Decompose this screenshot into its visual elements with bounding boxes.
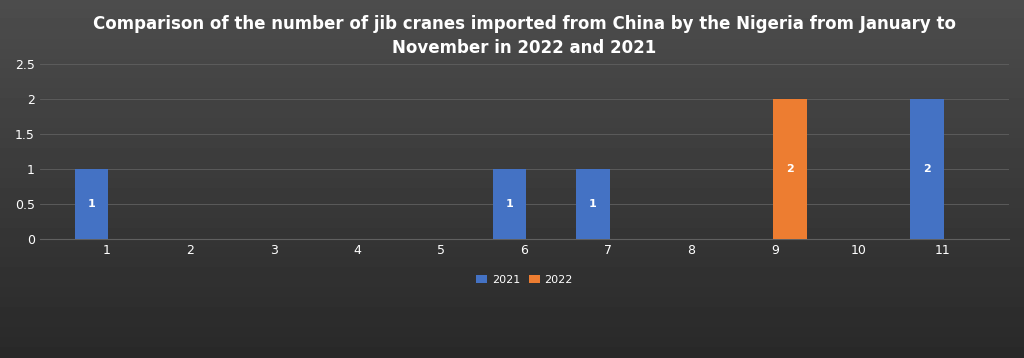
Bar [493, 169, 526, 239]
Text: 1: 1 [589, 199, 597, 209]
Title: Comparison of the number of jib cranes imported from China by the Nigeria from J: Comparison of the number of jib cranes i… [93, 15, 956, 57]
Text: 2: 2 [924, 164, 931, 174]
Text: 1: 1 [88, 199, 95, 209]
Text: 1: 1 [506, 199, 513, 209]
Text: 2: 2 [786, 164, 794, 174]
Legend: 2021, 2022: 2021, 2022 [472, 270, 578, 289]
Bar [75, 169, 109, 239]
Bar [577, 169, 609, 239]
Bar [773, 99, 807, 239]
Bar [910, 99, 944, 239]
